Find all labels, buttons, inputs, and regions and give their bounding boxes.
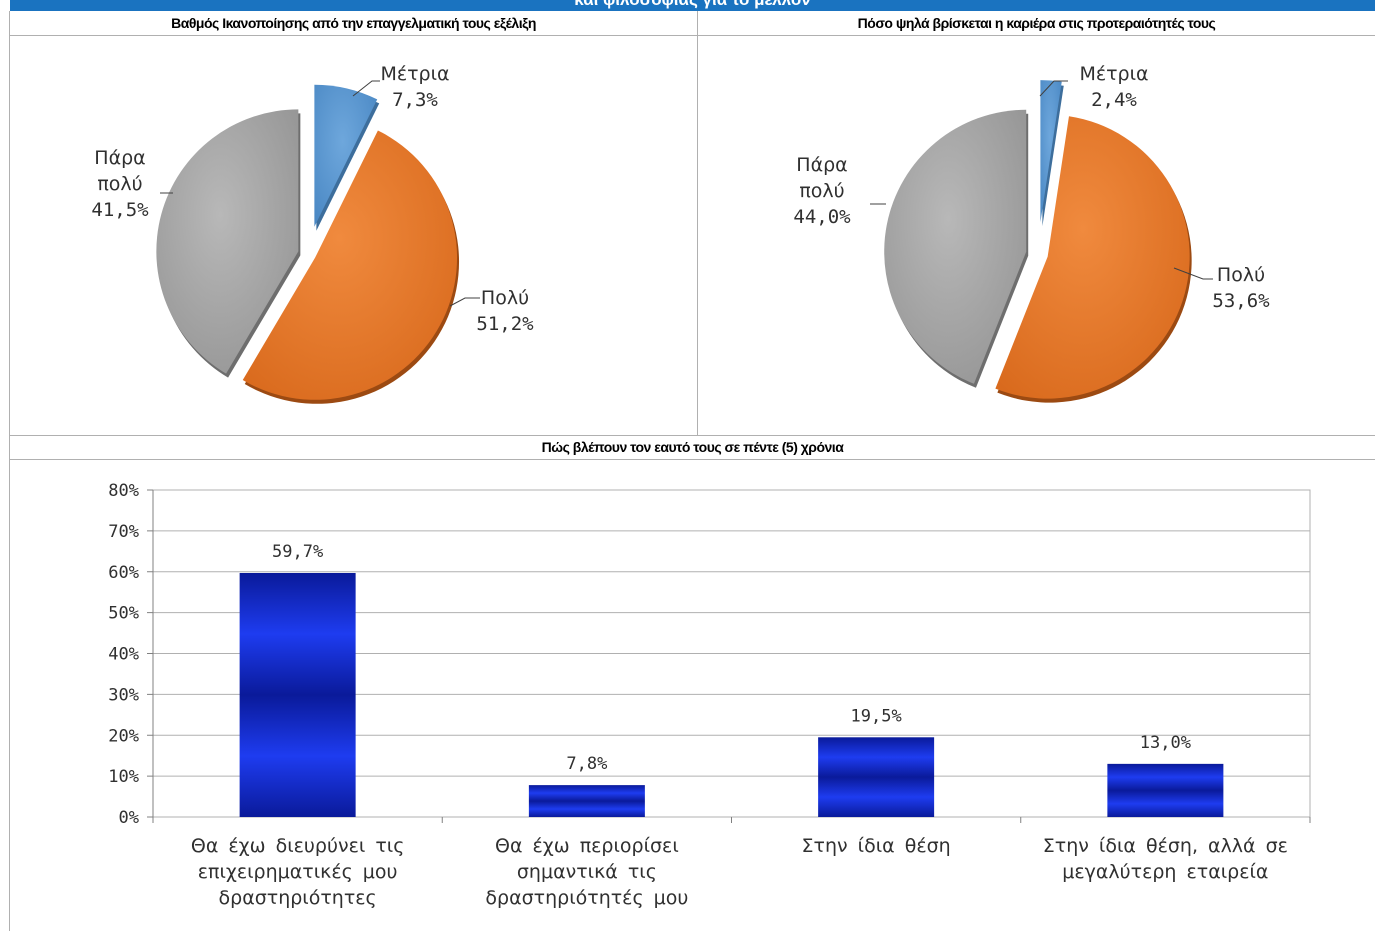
y-tick-label: 80% xyxy=(108,481,139,501)
y-tick-label: 10% xyxy=(108,767,139,787)
bar-chart-five-years: 0% 10% 20% 30% 40% 50% 60% 70% 80% 59,7% Θα έχω δ… xyxy=(108,481,1311,909)
pie1-title: Βαθμός Ικανοποίησης από την επαγγελματικ… xyxy=(171,15,536,31)
y-tick-label: 70% xyxy=(108,522,139,542)
bar-title: Πώς βλέπουν τον εαυτό τους σε πέντε (5) … xyxy=(541,439,844,455)
table-row-divider xyxy=(9,435,1375,436)
bar xyxy=(528,785,645,817)
pie-category-label: Μέτρια xyxy=(1079,63,1148,85)
top-banner: και φιλοσοφίας για το μέλλον xyxy=(10,0,1375,11)
pie-category-label: Πάρα xyxy=(94,147,145,169)
pie-category-label: Πάρα xyxy=(796,154,847,176)
pie-slice-πολύ xyxy=(242,130,458,400)
pie-slice-πάρα-πολύ xyxy=(884,109,1027,384)
x-category-label: επιχειρηματικές μου xyxy=(198,861,398,883)
bar-value-label: 13,0% xyxy=(1140,733,1191,753)
y-tick-label: 0% xyxy=(119,808,139,828)
table-border-left xyxy=(9,11,10,931)
y-tick-label: 30% xyxy=(108,685,139,705)
bar xyxy=(818,737,935,817)
pie-category-label: Πολύ xyxy=(1217,264,1265,286)
bar-value-label: 59,7% xyxy=(272,542,323,562)
pie-category-label: Μέτρια xyxy=(380,63,449,85)
bar-value-label: 19,5% xyxy=(851,706,902,726)
x-category-label: δραστηριότητες xyxy=(219,887,377,909)
leader-line xyxy=(1173,267,1213,280)
pie-value-label: 53,6% xyxy=(1212,290,1270,312)
pie-value-label: 41,5% xyxy=(91,199,149,221)
pie-category-label: πολύ xyxy=(97,173,142,195)
pie-value-label: 51,2% xyxy=(476,313,534,335)
x-category-label: δραστηριότητές μου xyxy=(485,887,688,909)
x-category-label: Στην ίδια θέση xyxy=(802,835,951,857)
bar-value-label: 7,8% xyxy=(566,754,607,774)
pie-category-label: πολύ xyxy=(799,180,844,202)
table-row-header-line-2 xyxy=(9,459,1375,460)
y-tick-label: 20% xyxy=(108,726,139,746)
leader-line xyxy=(1039,80,1068,97)
leader-line xyxy=(352,80,380,97)
banner-title: και φιλοσοφίας για το μέλλον xyxy=(10,0,1375,10)
bar xyxy=(239,572,356,817)
bar xyxy=(1107,763,1224,817)
pie-slice-πάρα-πολύ xyxy=(156,109,299,374)
leader-line xyxy=(449,297,480,307)
x-category-label: σημαντικά τις xyxy=(517,861,657,883)
table-divider-vertical xyxy=(697,11,698,435)
x-category-label: Θα έχω διευρύνει τις xyxy=(191,835,404,857)
pie-slice-μέτρια xyxy=(314,84,378,227)
pie-value-label: 2,4% xyxy=(1091,89,1137,111)
x-category-label: μεγαλύτερη εταιρεία xyxy=(1062,861,1268,883)
table-row-header-line xyxy=(9,35,1375,36)
y-tick-label: 40% xyxy=(108,645,139,665)
x-category-label: Στην ίδια θέση, αλλά σε xyxy=(1043,835,1288,857)
pie-value-label: 44,0% xyxy=(793,206,851,228)
pie-category-label: Πολύ xyxy=(481,287,529,309)
x-category-label: Θα έχω περιορίσει xyxy=(495,835,679,857)
pie-chart-career-priority: Μέτρια 2,4% Πολύ 53,6% Πάρα πολύ 44,0% xyxy=(793,63,1270,403)
pie-slice-πολύ xyxy=(995,116,1190,399)
pie2-title: Πόσο ψηλά βρίσκεται η καριέρα στις προτε… xyxy=(857,15,1216,31)
y-tick-label: 50% xyxy=(108,604,139,624)
y-tick-label: 60% xyxy=(108,563,139,583)
pie-value-label: 7,3% xyxy=(392,89,438,111)
pie-chart-satisfaction: Μέτρια 7,3% Πολύ 51,2% Πάρα πολύ 41,5% xyxy=(91,63,534,404)
pie-slice-μέτρια xyxy=(1040,80,1062,223)
